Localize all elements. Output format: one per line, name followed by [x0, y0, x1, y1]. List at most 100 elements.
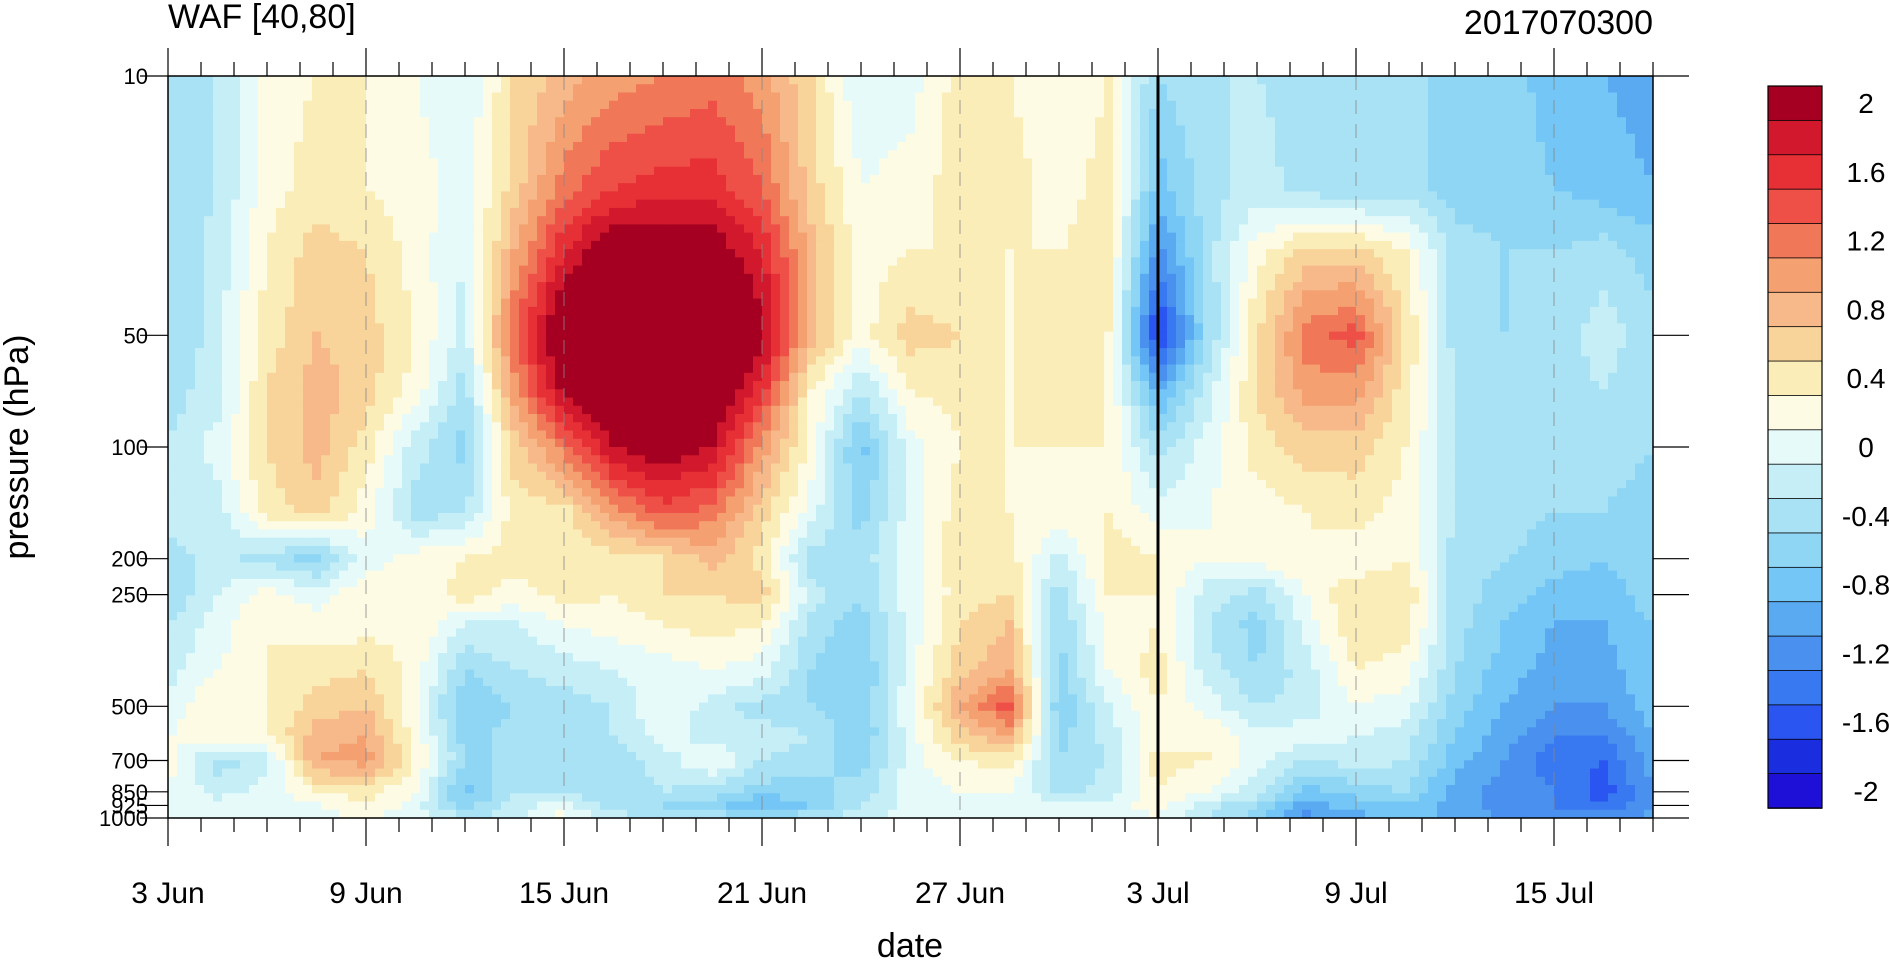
contour-cell [1014, 158, 1024, 168]
contour-cell [348, 84, 358, 94]
contour-cell [1590, 174, 1600, 184]
contour-cell [879, 298, 889, 308]
contour-cell [186, 183, 196, 193]
contour-cell [492, 290, 502, 300]
contour-cell [1536, 174, 1546, 184]
contour-cell [960, 224, 970, 234]
contour-cell [339, 100, 349, 110]
contour-cell [1194, 174, 1204, 184]
contour-cell [1239, 282, 1249, 291]
contour-cell [834, 224, 844, 234]
contour-cell [285, 76, 295, 85]
contour-cell [681, 84, 691, 94]
contour-cell [1437, 125, 1447, 135]
contour-cell [1041, 100, 1051, 110]
contour-cell [1473, 306, 1483, 316]
contour-cell [1203, 290, 1213, 300]
contour-cell [186, 125, 196, 135]
contour-cell [663, 125, 673, 135]
contour-cell [474, 84, 484, 94]
contour-cell [1581, 174, 1591, 184]
contour-cell [1095, 216, 1105, 225]
contour-cell [1221, 108, 1231, 118]
contour-cell [879, 273, 889, 283]
contour-cell [1455, 84, 1465, 94]
contour-cell [1554, 207, 1564, 217]
contour-cell [1428, 306, 1438, 316]
contour-cell [402, 240, 412, 250]
contour-cell [483, 232, 493, 242]
contour-cell [474, 216, 484, 225]
contour-cell [933, 306, 943, 316]
contour-cell [1626, 174, 1636, 184]
contour-cell [789, 282, 799, 291]
contour-cell [312, 158, 322, 168]
contour-cell [1338, 282, 1348, 291]
contour-cell [528, 249, 538, 258]
contour-cell [924, 125, 934, 135]
contour-cell [537, 166, 547, 176]
contour-cell [1356, 76, 1366, 85]
contour-cell [852, 207, 862, 217]
contour-cell [384, 265, 394, 275]
contour-cell [1311, 273, 1321, 283]
contour-cell [717, 133, 727, 143]
contour-cell [348, 282, 358, 291]
contour-cell [564, 158, 574, 168]
contour-cell [1410, 306, 1420, 316]
contour-cell [582, 108, 592, 118]
contour-cell [1230, 290, 1240, 300]
contour-cell [1032, 133, 1042, 143]
contour-cell [240, 216, 250, 225]
contour-cell [969, 76, 979, 85]
contour-cell [1221, 216, 1231, 225]
contour-cell [960, 133, 970, 143]
contour-cell [1635, 133, 1645, 143]
contour-cell [1374, 183, 1384, 193]
contour-cell [1014, 315, 1024, 324]
contour-cell [816, 273, 826, 283]
contour-cell [1572, 84, 1582, 94]
contour-cell [1311, 207, 1321, 217]
contour-cell [204, 273, 214, 283]
contour-cell [375, 117, 385, 127]
contour-cell [573, 117, 583, 127]
contour-cell [825, 92, 835, 102]
contour-cell [879, 125, 889, 135]
contour-cell [681, 92, 691, 102]
contour-cell [1311, 240, 1321, 250]
contour-cell [636, 174, 646, 184]
contour-cell [177, 257, 187, 267]
contour-cell [1473, 199, 1483, 209]
contour-cell [1392, 273, 1402, 283]
contour-cell [1401, 199, 1411, 209]
contour-cell [753, 133, 763, 143]
contour-cell [447, 141, 457, 151]
contour-cell [1635, 117, 1645, 127]
contour-cell [1518, 92, 1528, 102]
contour-cell [465, 249, 475, 258]
contour-cell [1203, 133, 1213, 143]
contour-cell [744, 150, 754, 160]
contour-cell [1383, 240, 1393, 250]
contour-cell [843, 257, 853, 267]
contour-cell [816, 199, 826, 209]
contour-cell [636, 166, 646, 176]
contour-cell [294, 191, 304, 201]
contour-cell [1185, 108, 1195, 118]
contour-cell [861, 265, 871, 275]
contour-cell [951, 199, 961, 209]
contour-cell [771, 207, 781, 217]
contour-cell [1320, 117, 1330, 127]
contour-cell [843, 174, 853, 184]
contour-cell [870, 141, 880, 151]
contour-cell [1212, 298, 1222, 308]
contour-cell [951, 183, 961, 193]
contour-cell [168, 265, 178, 275]
contour-cell [1302, 92, 1312, 102]
contour-cell [735, 282, 745, 291]
contour-cell [978, 306, 988, 316]
contour-cell [1158, 108, 1168, 118]
contour-cell [627, 224, 637, 234]
contour-cell [231, 125, 241, 135]
